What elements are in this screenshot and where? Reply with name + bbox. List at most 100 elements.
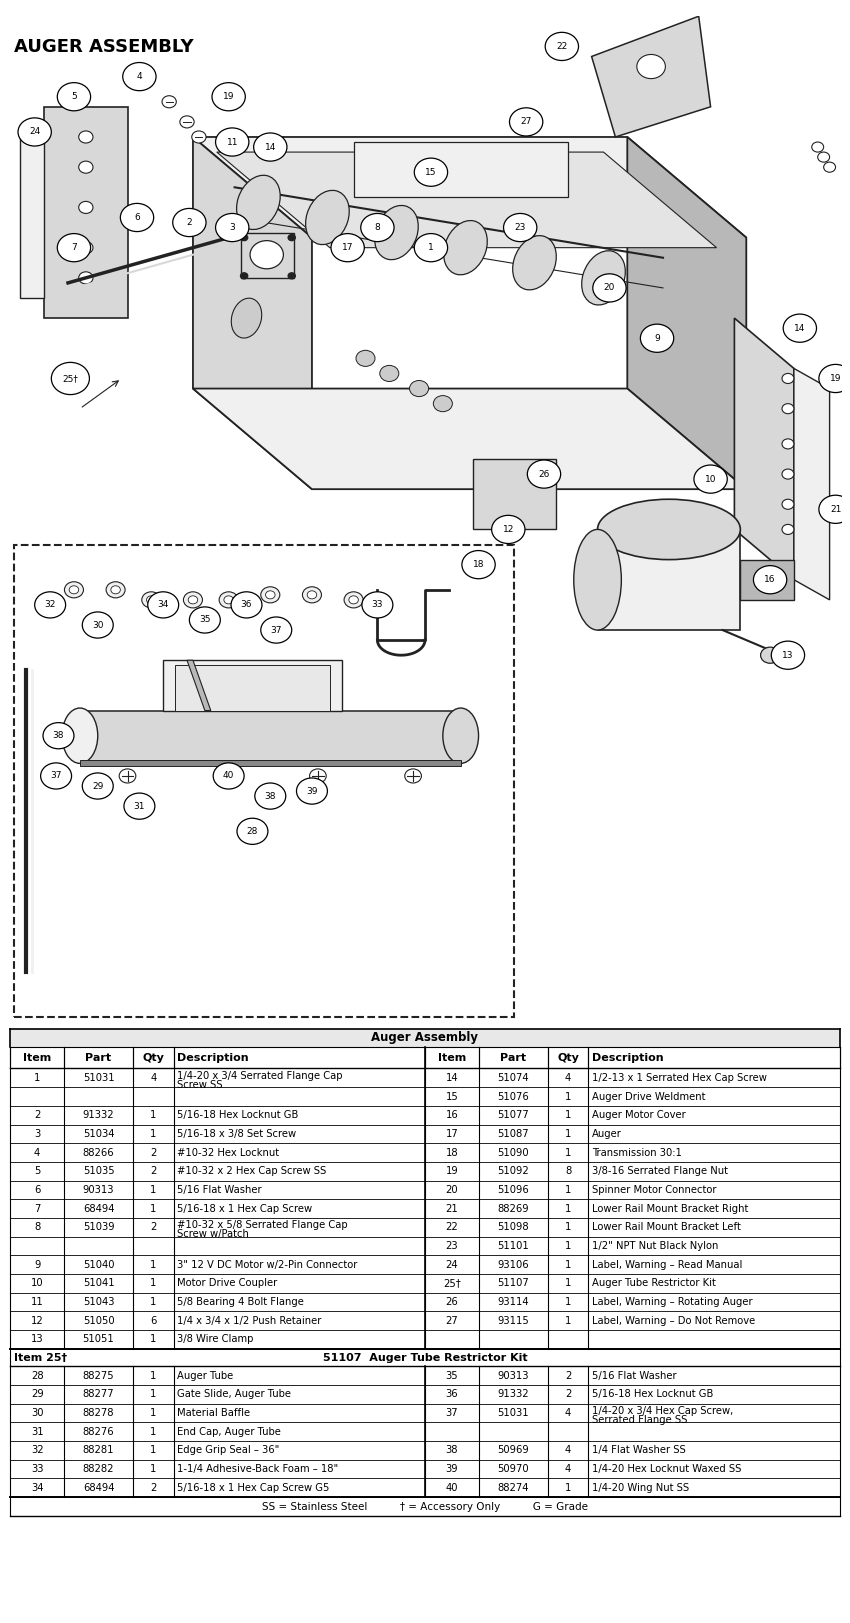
Text: 20: 20 xyxy=(604,284,615,292)
Polygon shape xyxy=(217,153,717,248)
Text: 15: 15 xyxy=(445,1092,458,1102)
Circle shape xyxy=(527,459,561,489)
Text: 1-1/4 Adhesive-Back Foam – 18": 1-1/4 Adhesive-Back Foam – 18" xyxy=(177,1464,338,1474)
Text: 93114: 93114 xyxy=(497,1297,530,1307)
Text: 19: 19 xyxy=(445,1167,458,1177)
Text: 1: 1 xyxy=(150,1371,156,1381)
Circle shape xyxy=(212,83,246,110)
Text: 10: 10 xyxy=(31,1279,43,1289)
Text: 88269: 88269 xyxy=(497,1204,530,1214)
Text: Auger Motor Cover: Auger Motor Cover xyxy=(592,1110,685,1120)
Circle shape xyxy=(771,641,805,669)
Circle shape xyxy=(216,128,249,156)
Text: Item 25†: Item 25† xyxy=(14,1352,66,1363)
Text: 7: 7 xyxy=(71,243,76,252)
Text: 91332: 91332 xyxy=(82,1110,115,1120)
Text: 32: 32 xyxy=(31,1446,43,1456)
Text: Motor Drive Coupler: Motor Drive Coupler xyxy=(177,1279,277,1289)
Text: 1: 1 xyxy=(150,1334,156,1344)
Circle shape xyxy=(782,373,794,383)
Text: 11: 11 xyxy=(226,138,238,146)
Text: 1: 1 xyxy=(565,1110,571,1120)
Text: 28: 28 xyxy=(246,826,258,836)
Ellipse shape xyxy=(231,299,262,338)
Circle shape xyxy=(192,131,206,143)
Circle shape xyxy=(69,586,79,594)
Text: 51107  Auger Tube Restrictor Kit: 51107 Auger Tube Restrictor Kit xyxy=(323,1352,527,1363)
Text: 18: 18 xyxy=(473,560,484,570)
Text: 38: 38 xyxy=(445,1446,458,1456)
Text: Transmission 30:1: Transmission 30:1 xyxy=(592,1147,682,1157)
Text: 3/8-16 Serrated Flange Nut: 3/8-16 Serrated Flange Nut xyxy=(592,1167,728,1177)
Circle shape xyxy=(592,274,626,302)
Text: 31: 31 xyxy=(31,1427,43,1436)
Text: 3: 3 xyxy=(230,222,235,232)
Circle shape xyxy=(190,607,220,633)
Text: 1/4-20 x 3/4 Serrated Flange Cap: 1/4-20 x 3/4 Serrated Flange Cap xyxy=(177,1071,343,1081)
Circle shape xyxy=(216,214,249,242)
Text: 91332: 91332 xyxy=(497,1389,530,1399)
Text: 88278: 88278 xyxy=(82,1409,114,1419)
Ellipse shape xyxy=(444,221,487,274)
Circle shape xyxy=(51,362,89,394)
Text: 4: 4 xyxy=(137,71,142,81)
Text: 1/4-20 Wing Nut SS: 1/4-20 Wing Nut SS xyxy=(592,1483,688,1493)
Text: 4: 4 xyxy=(565,1073,571,1083)
Text: 50970: 50970 xyxy=(497,1464,530,1474)
Circle shape xyxy=(410,380,428,396)
Text: 90313: 90313 xyxy=(497,1371,529,1381)
Circle shape xyxy=(783,315,817,342)
Circle shape xyxy=(348,596,359,604)
Text: 17: 17 xyxy=(342,243,354,252)
Circle shape xyxy=(331,234,365,261)
Text: 34: 34 xyxy=(157,601,169,609)
Circle shape xyxy=(362,592,393,618)
Text: 1: 1 xyxy=(565,1222,571,1232)
Text: Part: Part xyxy=(86,1053,111,1063)
Text: 1: 1 xyxy=(428,243,434,252)
Polygon shape xyxy=(193,388,746,489)
Text: 24: 24 xyxy=(445,1259,458,1269)
Circle shape xyxy=(188,596,198,604)
Text: 51087: 51087 xyxy=(497,1130,530,1139)
Text: 1/4-20 x 3/4 Hex Cap Screw,: 1/4-20 x 3/4 Hex Cap Screw, xyxy=(592,1406,733,1417)
Text: Spinner Motor Connector: Spinner Motor Connector xyxy=(592,1185,717,1195)
Circle shape xyxy=(219,592,238,609)
Text: 5: 5 xyxy=(34,1167,40,1177)
Polygon shape xyxy=(80,711,461,761)
Polygon shape xyxy=(740,560,794,601)
Text: Material Baffle: Material Baffle xyxy=(177,1409,250,1419)
Text: 14: 14 xyxy=(445,1073,458,1083)
Circle shape xyxy=(356,351,375,367)
Text: Screw w/Patch: Screw w/Patch xyxy=(177,1229,249,1240)
Circle shape xyxy=(414,157,448,187)
Circle shape xyxy=(637,55,666,78)
Circle shape xyxy=(231,592,262,618)
Text: 88276: 88276 xyxy=(82,1427,115,1436)
Text: 4: 4 xyxy=(150,1073,156,1083)
Text: 2: 2 xyxy=(186,217,192,227)
Text: 2: 2 xyxy=(565,1389,571,1399)
Text: 6: 6 xyxy=(150,1316,156,1326)
Text: 20: 20 xyxy=(445,1185,458,1195)
Text: 37: 37 xyxy=(445,1409,458,1419)
Text: 12: 12 xyxy=(502,524,514,534)
Bar xyxy=(241,232,294,278)
Text: 1: 1 xyxy=(150,1130,156,1139)
Polygon shape xyxy=(187,661,211,711)
Text: #10-32 Hex Locknut: #10-32 Hex Locknut xyxy=(177,1147,279,1157)
Ellipse shape xyxy=(375,206,418,260)
Text: 1: 1 xyxy=(565,1204,571,1214)
Circle shape xyxy=(184,592,202,609)
Text: Qty: Qty xyxy=(142,1053,164,1063)
Circle shape xyxy=(79,242,93,253)
Ellipse shape xyxy=(62,708,98,763)
Text: 1/2-13 x 1 Serrated Hex Cap Screw: 1/2-13 x 1 Serrated Hex Cap Screw xyxy=(592,1073,767,1083)
Text: 39: 39 xyxy=(306,787,318,795)
Text: 1: 1 xyxy=(565,1242,571,1251)
Text: 51077: 51077 xyxy=(497,1110,530,1120)
Text: 5/16 Flat Washer: 5/16 Flat Washer xyxy=(177,1185,262,1195)
Text: 30: 30 xyxy=(31,1409,43,1419)
Circle shape xyxy=(288,273,295,279)
Circle shape xyxy=(694,466,728,493)
